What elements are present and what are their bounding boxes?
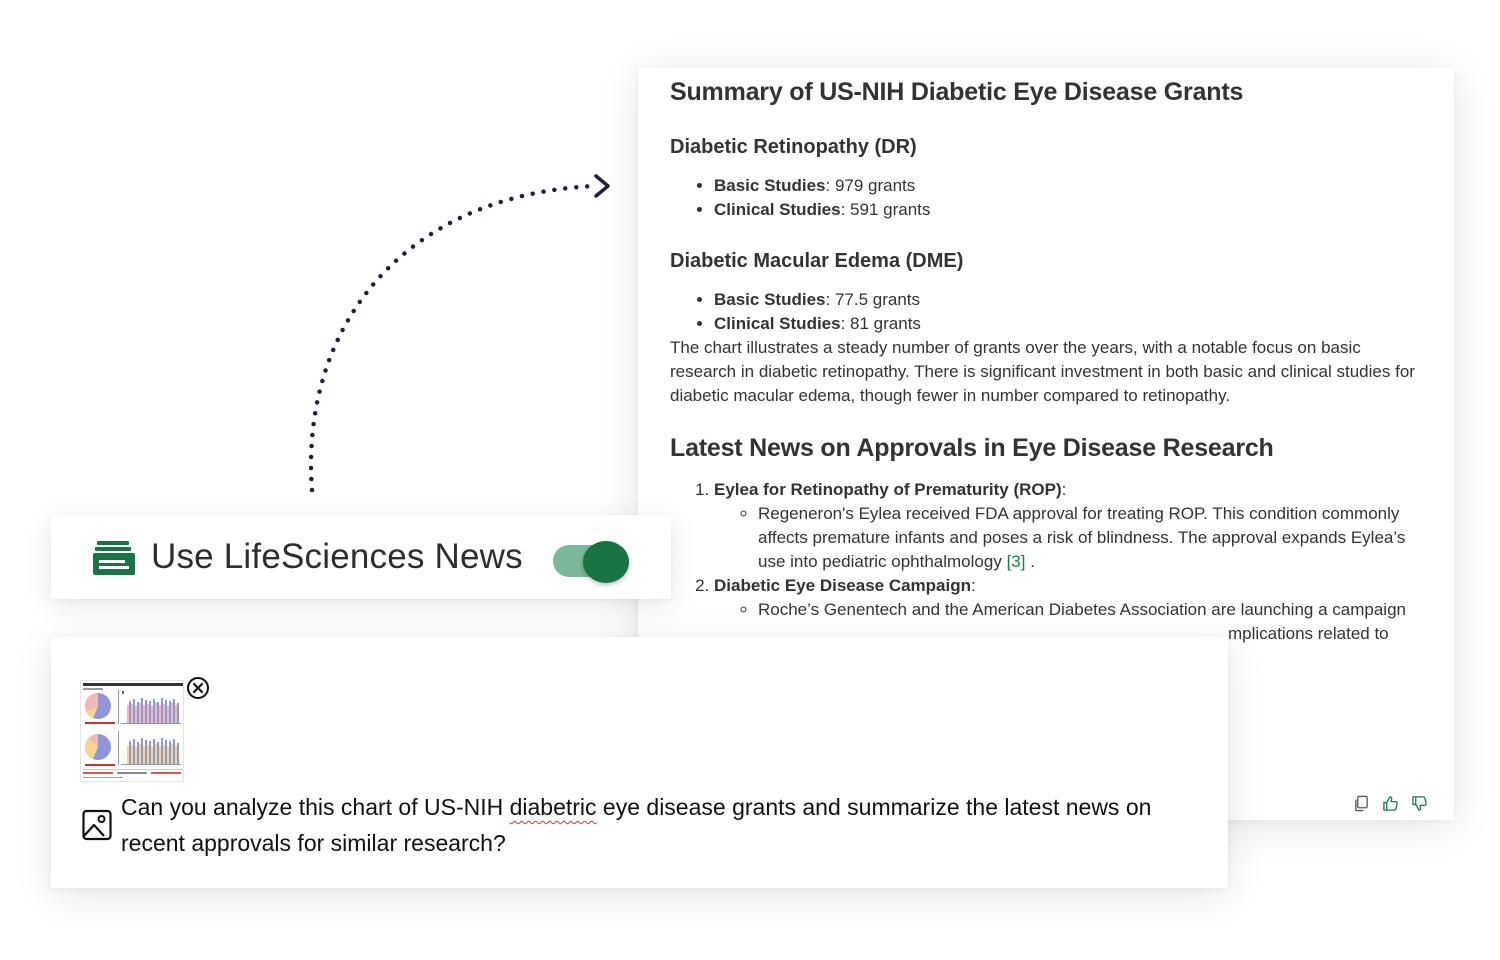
chat-input-card: Can you analyze this chart of US-NIH dia… xyxy=(51,637,1228,888)
toggle-knob[interactable] xyxy=(583,541,629,583)
summary-paragraph: The chart illustrates a steady number of… xyxy=(670,338,1415,405)
list-item: Clinical Studies: 81 grants xyxy=(714,312,1428,336)
chart-thumbnail[interactable] xyxy=(80,680,184,782)
news-list: Eylea for Retinopathy of Prematurity (RO… xyxy=(670,478,1428,646)
toggle-label: Use LifeSciences News xyxy=(151,537,523,576)
news-stack-icon xyxy=(93,541,135,575)
image-icon[interactable] xyxy=(82,809,112,841)
dme-list: Basic Studies: 77.5 grants Clinical Stud… xyxy=(670,288,1428,336)
news-item: Eylea for Retinopathy of Prematurity (RO… xyxy=(714,478,1428,574)
chart-thumbnail-image xyxy=(83,683,183,778)
lifesciences-news-toggle[interactable] xyxy=(553,541,629,583)
thumbs-up-icon[interactable] xyxy=(1382,795,1399,812)
thumbs-down-icon[interactable] xyxy=(1411,795,1428,812)
response-content: Summary of US-NIH Diabetic Eye Disease G… xyxy=(670,76,1428,646)
dr-list: Basic Studies: 979 grants Clinical Studi… xyxy=(670,174,1428,222)
misspelled-word: diabetric xyxy=(509,794,597,820)
dr-heading: Diabetic Retinopathy (DR) xyxy=(670,136,917,158)
list-item: Clinical Studies: 591 grants xyxy=(714,198,1428,222)
list-item: Basic Studies: 979 grants xyxy=(714,174,1428,198)
dme-heading: Diabetic Macular Edema (DME) xyxy=(670,250,964,272)
dotted-arrow-icon xyxy=(308,174,610,493)
prompt-text[interactable]: Can you analyze this chart of US-NIH dia… xyxy=(121,794,1152,856)
news-detail: Roche’s Genentech and the American Diabe… xyxy=(758,598,1428,646)
citation-link[interactable]: [3] xyxy=(1006,552,1026,571)
response-actions xyxy=(1353,795,1428,812)
news-heading: Latest News on Approvals in Eye Disease … xyxy=(670,434,1274,462)
news-item: Diabetic Eye Disease Campaign: Roche’s G… xyxy=(714,574,1428,646)
news-detail: Regeneron's Eylea received FDA approval … xyxy=(758,502,1428,574)
list-item: Basic Studies: 77.5 grants xyxy=(714,288,1428,312)
lifesciences-news-toggle-bar: Use LifeSciences News xyxy=(51,515,671,599)
copy-icon[interactable] xyxy=(1353,795,1370,812)
remove-attachment-icon[interactable] xyxy=(186,676,210,700)
response-title: Summary of US-NIH Diabetic Eye Disease G… xyxy=(670,78,1244,106)
